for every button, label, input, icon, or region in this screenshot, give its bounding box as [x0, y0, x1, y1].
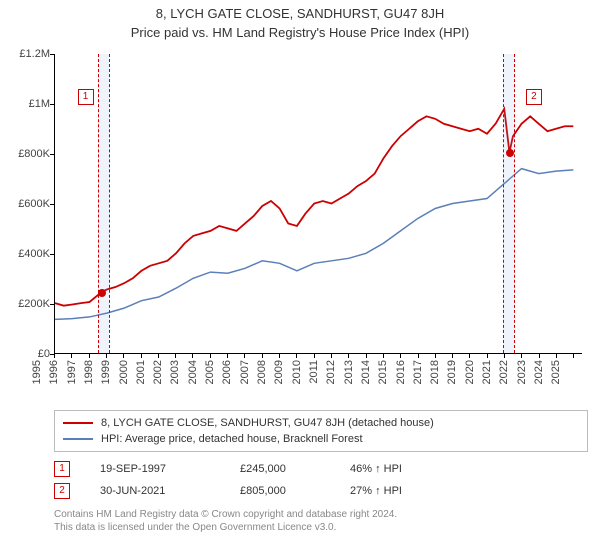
legend-label: 8, LYCH GATE CLOSE, SANDHURST, GU47 8JH … [101, 417, 434, 429]
series-hpi [55, 169, 573, 320]
event-delta: 46% ↑ HPI [350, 463, 450, 475]
series-property [55, 109, 573, 306]
legend-swatch [63, 438, 93, 440]
footer: Contains HM Land Registry data © Crown c… [54, 508, 588, 534]
event-marker-box: 2 [54, 483, 70, 499]
legend-row: HPI: Average price, detached house, Brac… [63, 431, 579, 447]
event-dash-line [98, 54, 99, 353]
y-tick-label: £200K [18, 298, 50, 310]
marker-dot-1 [98, 289, 106, 297]
marker-box-2: 2 [526, 89, 542, 105]
event-dash-line [503, 54, 504, 353]
highlight-band [98, 54, 108, 353]
y-tick-label: £400K [18, 248, 50, 260]
marker-dot-2 [506, 149, 514, 157]
event-dash-line [514, 54, 515, 353]
legend-label: HPI: Average price, detached house, Brac… [101, 433, 363, 445]
page-title: 8, LYCH GATE CLOSE, SANDHURST, GU47 8JH [0, 0, 600, 21]
footer-line: Contains HM Land Registry data © Crown c… [54, 508, 588, 521]
y-tick-label: £600K [18, 198, 50, 210]
y-tick-label: £1.2M [19, 48, 50, 60]
x-tick-label: 2025 [550, 360, 596, 384]
event-marker-box: 1 [54, 461, 70, 477]
marker-box-1: 1 [78, 89, 94, 105]
highlight-band [503, 54, 513, 353]
events-table: 1 19-SEP-1997 £245,000 46% ↑ HPI 2 30-JUN-202… [54, 458, 588, 502]
legend-row: 8, LYCH GATE CLOSE, SANDHURST, GU47 8JH … [63, 415, 579, 431]
event-date: 30-JUN-2021 [100, 485, 210, 497]
y-tick-label: £1M [29, 98, 50, 110]
plot: 12 [54, 54, 582, 354]
event-price: £805,000 [240, 485, 320, 497]
legend: 8, LYCH GATE CLOSE, SANDHURST, GU47 8JH … [54, 410, 588, 452]
legend-swatch [63, 422, 93, 424]
chart-area: 12 £0£200K£400K£600K£800K£1M£1.2M1995199… [0, 46, 600, 406]
event-row: 2 30-JUN-2021 £805,000 27% ↑ HPI [54, 480, 588, 502]
event-date: 19-SEP-1997 [100, 463, 210, 475]
event-price: £245,000 [240, 463, 320, 475]
footer-line: This data is licensed under the Open Gov… [54, 521, 588, 534]
page-subtitle: Price paid vs. HM Land Registry's House … [0, 21, 600, 46]
event-row: 1 19-SEP-1997 £245,000 46% ↑ HPI [54, 458, 588, 480]
event-delta: 27% ↑ HPI [350, 485, 450, 497]
y-tick-label: £800K [18, 148, 50, 160]
y-tick-label: £0 [38, 348, 50, 360]
event-dash-line [109, 54, 110, 353]
